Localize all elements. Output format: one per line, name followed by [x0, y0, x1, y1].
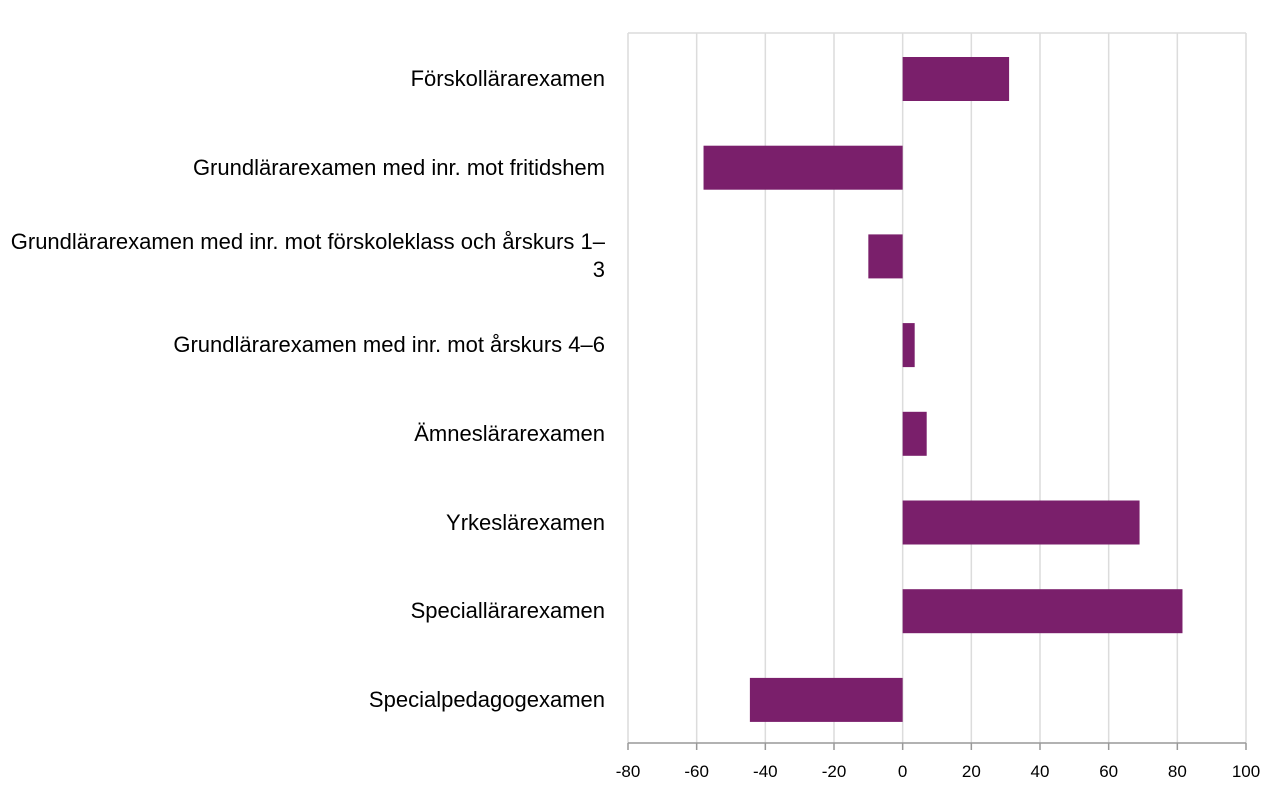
y-tick-label: Grundlärarexamen med inr. mot årskurs 4–…	[173, 332, 605, 358]
x-tick-label: 40	[1031, 762, 1050, 781]
bar	[703, 145, 903, 190]
bar	[749, 677, 903, 722]
bar	[902, 589, 1183, 634]
y-tick-label: Grundlärarexamen med inr. mot förskolekl…	[10, 229, 605, 283]
bar	[868, 234, 903, 279]
y-tick-label: Yrkeslärexamen	[446, 509, 605, 535]
bar	[902, 500, 1140, 545]
y-tick-label: Ämneslärarexamen	[414, 420, 605, 446]
y-tick-label: Specialpedagogexamen	[368, 686, 605, 712]
y-tick-label: Grundlärarexamen med inr. mot fritidshem	[192, 154, 605, 180]
bar	[902, 57, 1010, 101]
x-tick-label: -60	[684, 762, 709, 781]
x-tick-label: 80	[1168, 762, 1187, 781]
x-tick-label: 20	[962, 762, 981, 781]
x-tick-label: -80	[616, 762, 641, 781]
bar	[902, 323, 915, 368]
bar	[902, 411, 927, 456]
x-tick-label: 60	[1099, 762, 1118, 781]
y-tick-label: Förskollärarexamen	[410, 66, 605, 91]
x-tick-label: 100	[1232, 762, 1260, 781]
y-tick-label: Speciallärarexamen	[410, 598, 605, 624]
x-tick-label: -20	[822, 762, 847, 781]
x-tick-label: -40	[753, 762, 778, 781]
x-tick-label: 0	[898, 762, 907, 781]
